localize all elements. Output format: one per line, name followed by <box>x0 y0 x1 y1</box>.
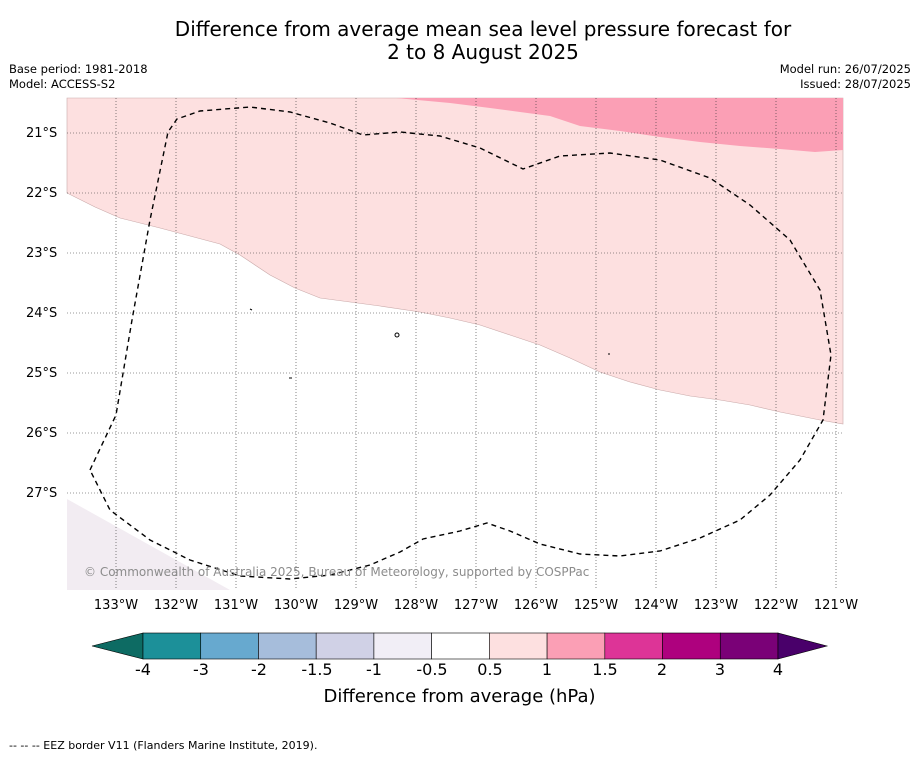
lat-label-22s: 22°S <box>26 186 58 201</box>
colorbar-extension-high <box>777 632 829 660</box>
map-gridlines <box>67 98 843 590</box>
colorbar-extension-low <box>91 632 144 660</box>
lat-label-26s: 26°S <box>26 426 58 441</box>
colorbar-tick-label: -4 <box>135 660 151 679</box>
lat-label-27s: 27°S <box>26 486 58 501</box>
negative-anomaly-region <box>67 499 230 590</box>
eez-border <box>89 106 832 580</box>
lon-label-124w: 124°W <box>633 598 679 613</box>
colorbar-title: Difference from average (hPa) <box>323 686 596 707</box>
strong-positive-anomaly-region <box>396 98 843 152</box>
meta-left: Base period: 1981-2018 Model: ACCESS-S2 <box>9 62 148 92</box>
colorbar <box>91 632 829 660</box>
colorbar-swatch <box>200 632 259 660</box>
colorbar-tick-label: 1.5 <box>592 660 618 679</box>
map-title-line1: Difference from average mean sea level p… <box>174 17 792 41</box>
lon-label-129w: 129°W <box>333 598 379 613</box>
map-title-line2: 2 to 8 August 2025 <box>387 40 579 64</box>
colorbar-tick-label: -2 <box>251 660 267 679</box>
issued-date: Issued: 28/07/2025 <box>800 77 911 91</box>
lat-label-24s: 24°S <box>26 306 58 321</box>
colorbar-swatch <box>373 632 432 660</box>
lon-label-127w: 127°W <box>453 598 499 613</box>
model-run: Model run: 26/07/2025 <box>779 62 911 76</box>
lon-label-123w: 123°W <box>693 598 739 613</box>
colorbar-tick-label: -0.5 <box>416 660 448 679</box>
colorbar-tick-label: 3 <box>714 660 726 679</box>
colorbar-swatch <box>142 632 202 660</box>
map-title: Difference from average mean sea level p… <box>0 18 919 64</box>
colorbar-tick-label: 1 <box>541 660 553 679</box>
lon-label-133w: 133°W <box>93 598 139 613</box>
lon-label-125w: 125°W <box>573 598 619 613</box>
island-markers <box>249 308 610 379</box>
colorbar-swatch <box>431 632 490 660</box>
model-name: Model: ACCESS-S2 <box>9 77 116 91</box>
lon-label-126w: 126°W <box>513 598 559 613</box>
lat-label-21s: 21°S <box>26 126 58 141</box>
colorbar-tick-label: -1 <box>366 660 382 679</box>
colorbar-swatch <box>604 632 663 660</box>
colorbar-swatch <box>258 632 317 660</box>
colorbar-swatch <box>315 632 375 660</box>
lon-label-128w: 128°W <box>393 598 439 613</box>
colorbar-swatch <box>719 632 779 660</box>
colorbar-tick-label: 0.5 <box>477 660 503 679</box>
lon-label-132w: 132°W <box>153 598 199 613</box>
lat-label-23s: 23°S <box>26 246 58 261</box>
lon-label-122w: 122°W <box>753 598 799 613</box>
lon-label-130w: 130°W <box>273 598 319 613</box>
positive-anomaly-region <box>66 97 844 425</box>
lon-label-121w: 121°W <box>813 598 859 613</box>
colorbar-tick-label: 4 <box>772 660 784 679</box>
colorbar-swatch <box>546 632 606 660</box>
base-period: Base period: 1981-2018 <box>9 62 148 76</box>
colorbar-swatch <box>662 632 721 660</box>
colorbar-tick-label: -3 <box>193 660 209 679</box>
footnote: -- -- -- EEZ border V11 (Flanders Marine… <box>9 739 318 752</box>
colorbar-tick-label: 2 <box>656 660 668 679</box>
colorbar-swatch <box>489 632 548 660</box>
lat-label-25s: 25°S <box>26 366 58 381</box>
colorbar-tick-label: -1.5 <box>301 660 333 679</box>
map-panel <box>66 97 844 590</box>
meta-right: Model run: 26/07/2025 Issued: 28/07/2025 <box>780 62 911 92</box>
lon-label-131w: 131°W <box>213 598 259 613</box>
copyright-notice: © Commonwealth of Australia 2025, Bureau… <box>84 565 590 579</box>
